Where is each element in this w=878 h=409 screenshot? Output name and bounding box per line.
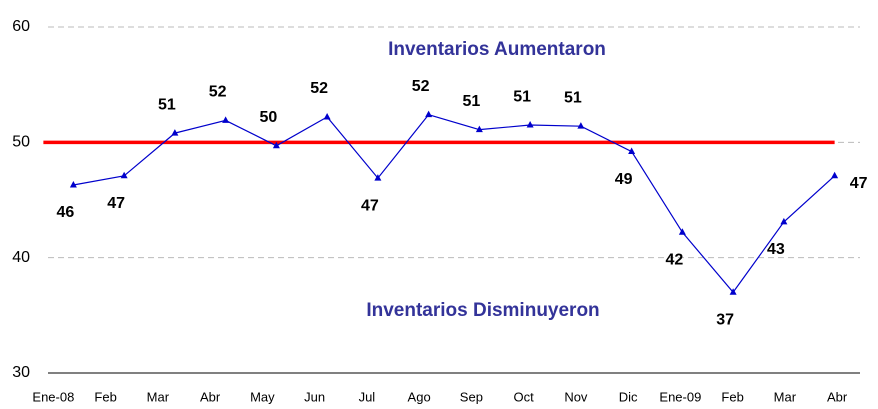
data-point	[69, 181, 77, 188]
x-tick-label: Dic	[619, 389, 638, 404]
data-point	[272, 141, 280, 149]
data-point	[475, 125, 483, 133]
series-line	[73, 113, 836, 294]
x-tick-label: Jul	[359, 389, 376, 404]
data-label: 51	[462, 93, 480, 110]
data-label: 52	[209, 84, 227, 101]
data-point	[831, 171, 839, 179]
data-point	[425, 110, 433, 118]
data-label: 42	[665, 252, 683, 269]
data-label: 52	[310, 80, 328, 97]
data-point	[678, 228, 686, 235]
x-tick-label: Ene-08	[32, 389, 74, 404]
data-point	[222, 116, 230, 123]
y-tick-label: 30	[12, 364, 30, 381]
x-tick-label: Mar	[147, 389, 170, 404]
data-point	[780, 217, 788, 225]
data-label: 47	[361, 197, 379, 214]
x-tick-label: Ene-09	[659, 389, 701, 404]
data-label: 50	[259, 109, 277, 126]
data-point	[374, 174, 382, 181]
x-tick-label: Abr	[200, 389, 221, 404]
data-label: 47	[107, 195, 125, 212]
data-label: 51	[564, 89, 582, 106]
annotation: Inventarios Aumentaron	[388, 39, 606, 60]
data-label: 51	[158, 96, 176, 113]
data-label: 52	[412, 78, 430, 95]
data-point	[171, 129, 179, 136]
data-label: 47	[850, 175, 868, 192]
data-point	[323, 112, 331, 120]
data-point	[120, 171, 128, 179]
data-label: 37	[716, 311, 734, 328]
data-label: 49	[615, 171, 633, 188]
data-label: 51	[513, 88, 531, 105]
data-point	[628, 147, 636, 155]
data-label: 43	[767, 241, 785, 258]
x-tick-label: Feb	[94, 389, 116, 404]
data-label: 46	[56, 204, 74, 221]
x-tick-label: Abr	[827, 389, 848, 404]
x-tick-label: Mar	[774, 389, 797, 404]
data-point	[577, 122, 585, 129]
x-tick-label: Nov	[564, 389, 588, 404]
x-tick-label: May	[250, 389, 275, 404]
x-tick-label: Jun	[304, 389, 325, 404]
x-tick-label: Feb	[721, 389, 743, 404]
annotation: Inventarios Disminuyeron	[366, 300, 599, 321]
x-tick-label: Ago	[408, 389, 431, 404]
data-point	[729, 288, 737, 295]
x-tick-label: Oct	[514, 389, 535, 404]
y-tick-label: 60	[12, 18, 30, 35]
y-tick-label: 40	[12, 249, 30, 266]
y-tick-label: 50	[12, 134, 30, 151]
data-point	[526, 121, 534, 128]
x-tick-label: Sep	[460, 389, 483, 404]
